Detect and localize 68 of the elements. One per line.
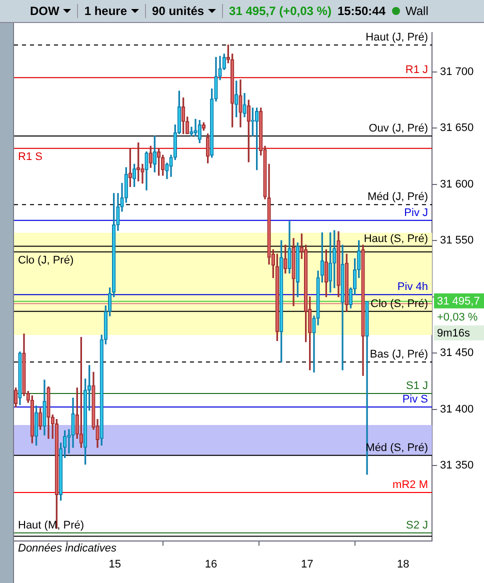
candlestick	[324, 249, 328, 298]
candlestick	[242, 92, 246, 118]
y-tick-label: 31 450	[440, 347, 474, 360]
ref-line-label: Haut (S, Pré)	[364, 232, 428, 245]
text: 1 heure	[78, 4, 146, 18]
ref-line-label: S2 J	[406, 519, 428, 532]
candlestick	[46, 386, 50, 439]
ref-line-label: Ouv (J, Pré)	[368, 122, 428, 135]
candlestick	[75, 388, 79, 439]
y-tick-label: 31 650	[440, 122, 474, 134]
y-tick-label: 31 550	[440, 234, 474, 247]
text: 31 495,7 (+0,03 %)	[228, 4, 332, 18]
x-tick-label: 16	[204, 558, 218, 570]
candlestick	[246, 100, 250, 162]
ref-line-label: R1 J	[405, 64, 428, 76]
candlestick	[148, 146, 152, 168]
ref-line-label: Méd (J, Pré)	[367, 191, 428, 204]
candlestick	[332, 230, 336, 288]
ref-line-label: Haut (J, Pré)	[366, 32, 428, 44]
candlestick	[340, 244, 344, 370]
text: 31 495,7	[437, 295, 480, 308]
candlestick	[161, 154, 165, 176]
y-tick-label: 31 400	[440, 403, 474, 416]
candlestick	[254, 108, 259, 170]
text: Données indicatives	[18, 542, 117, 554]
candlestick	[344, 254, 348, 312]
candlestick	[336, 231, 340, 298]
ref-line-label: Clo (J, Pré)	[18, 254, 74, 266]
candlestick	[234, 80, 238, 118]
candlestick	[280, 240, 284, 362]
ref-line-label: S1 J	[406, 380, 428, 392]
candlestick	[238, 79, 242, 128]
candlestick	[296, 242, 300, 298]
text: +0,03 %	[437, 311, 478, 324]
text: Wall	[404, 4, 430, 18]
ref-line-label: Piv 4h	[397, 281, 428, 294]
x-tick-label: 15	[108, 558, 122, 570]
y-tick-label: 31 700	[440, 66, 474, 78]
ref-line-label: mR2 M	[392, 478, 428, 491]
candlestick	[140, 164, 144, 184]
candlestick	[292, 238, 296, 306]
x-tick-label: 17	[300, 558, 314, 570]
candlestick	[79, 336, 83, 448]
candlestick	[30, 395, 34, 444]
candlestick	[18, 352, 22, 406]
text: 15:50:44	[337, 4, 386, 18]
candlestick	[22, 334, 26, 396]
candlestick	[202, 122, 206, 131]
ref-line-label: Piv S	[402, 394, 428, 406]
ref-line-label: Bas (J, Pré)	[370, 348, 428, 361]
candlestick	[181, 97, 186, 134]
y-tick-label: 31 350	[440, 460, 474, 472]
candlestick	[42, 380, 46, 436]
candlestick	[136, 142, 140, 182]
candlestick	[152, 136, 157, 172]
candlestick	[144, 151, 148, 190]
candlestick	[361, 244, 365, 376]
candlestick	[275, 254, 280, 341]
ref-line-label: Piv J	[404, 206, 428, 219]
ref-line-label: R1 S	[18, 150, 42, 163]
candlestick	[194, 118, 198, 136]
text: 9m16s	[437, 327, 471, 340]
candlestick	[288, 221, 292, 274]
chart-title: DOW	[24, 4, 78, 18]
text: 90 unités	[146, 4, 224, 18]
y-tick-label: 31 600	[440, 178, 474, 190]
x-tick-label: 18	[397, 558, 410, 570]
ref-line-label: Clo (S, Pré)	[370, 298, 428, 310]
